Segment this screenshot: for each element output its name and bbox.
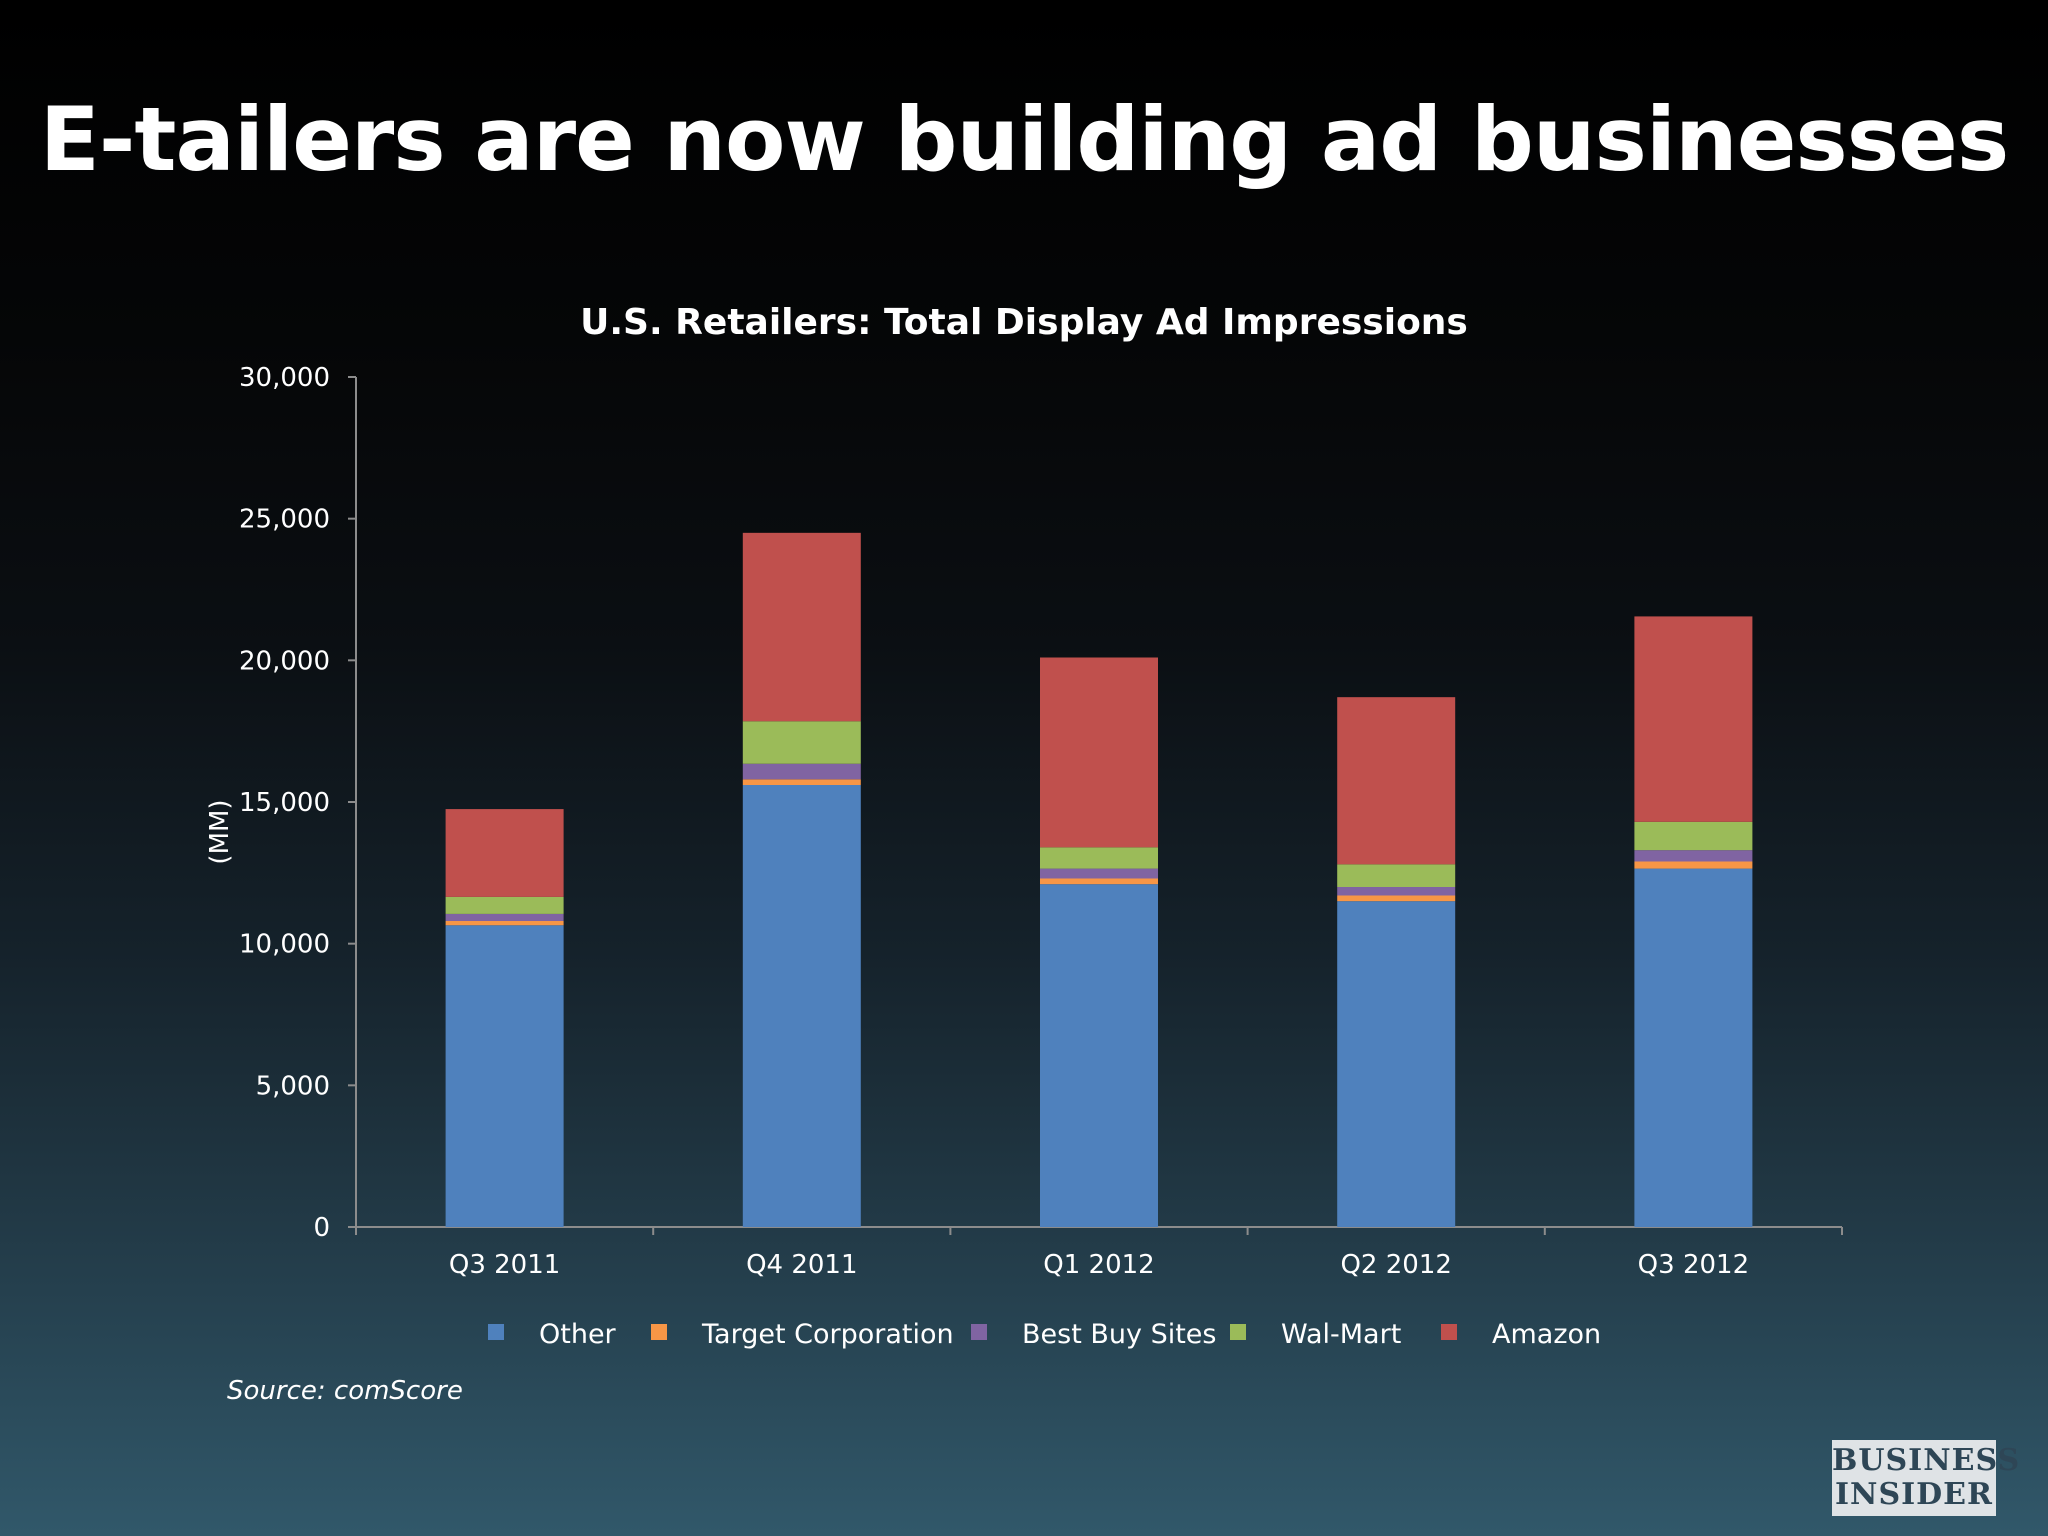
legend-label: Wal-Mart (1281, 1319, 1401, 1350)
y-tick-label: 5,000 (256, 1071, 330, 1101)
y-tick-label: 0 (313, 1213, 330, 1243)
bar-segment-amazon (1040, 657, 1158, 848)
bar-segment-target-corporation (1337, 895, 1456, 902)
bar-segment-target-corporation (1040, 878, 1158, 885)
bar-segment-target-corporation (742, 779, 861, 785)
source-note: Source: comScore (227, 1376, 463, 1406)
legend-label: Target Corporation (701, 1319, 954, 1350)
legend-label: Best Buy Sites (1022, 1319, 1216, 1350)
legend-swatch (1230, 1324, 1246, 1340)
bar-segment-other (1634, 868, 1753, 1227)
chart-axes: 0 5,000 10,000 15,000 20,000 25,000 30,000 Q3 2… (239, 363, 1843, 1280)
bar-segment-best-buy-sites (445, 913, 564, 921)
bar-segment-best-buy-sites (742, 763, 861, 780)
bar-segment-target-corporation (1634, 861, 1753, 869)
bar-segment-wal-mart (445, 896, 564, 914)
chart-bars (445, 532, 1753, 1227)
x-tick-label: Q4 2011 (746, 1250, 857, 1280)
legend-swatch (651, 1324, 667, 1340)
y-axis-label: (MM) (205, 799, 235, 864)
bar-segment-best-buy-sites (1040, 868, 1158, 879)
bar-segment-wal-mart (742, 721, 861, 764)
x-tick-label: Q2 2012 (1340, 1250, 1451, 1280)
legend-swatch (1441, 1324, 1457, 1340)
bar-segment-other (1337, 901, 1456, 1227)
bar-segment-amazon (1634, 616, 1753, 822)
bar-segment-other (742, 785, 861, 1227)
bar-segment-target-corporation (445, 921, 564, 926)
legend-swatch (971, 1324, 987, 1340)
bar-segment-amazon (445, 809, 564, 897)
bar-segment-amazon (742, 532, 861, 722)
bar-segment-best-buy-sites (1337, 887, 1456, 896)
y-tick-label: 15,000 (239, 788, 330, 818)
x-tick-label: Q3 2011 (449, 1250, 560, 1280)
bar-segment-wal-mart (1337, 864, 1456, 887)
bar-segment-best-buy-sites (1634, 850, 1753, 862)
x-tick-label: Q1 2012 (1043, 1250, 1154, 1280)
chart-legend: Other Target Corporation Best Buy Sites Wal… (488, 1319, 1601, 1350)
bar-segment-wal-mart (1634, 821, 1753, 851)
y-tick-label: 10,000 (239, 930, 330, 960)
legend-label: Other (539, 1319, 617, 1350)
bar-segment-amazon (1337, 697, 1456, 865)
y-tick-label: 30,000 (239, 363, 330, 393)
y-tick-label: 20,000 (239, 646, 330, 676)
chart-title: U.S. Retailers: Total Display Ad Impress… (580, 302, 1468, 343)
legend-swatch (488, 1324, 504, 1340)
y-tick-label: 25,000 (239, 505, 330, 535)
logo-line-2: INSIDER (1835, 1477, 1993, 1512)
logo-line-1: BUSINESS (1832, 1443, 2021, 1478)
bar-segment-wal-mart (1040, 847, 1158, 869)
bar-segment-other (1040, 884, 1158, 1227)
legend-label: Amazon (1492, 1319, 1601, 1350)
bar-segment-other (445, 925, 564, 1227)
business-insider-logo: BUSINESS INSIDER (1832, 1440, 2021, 1516)
slide-title: E-tailers are now building ad businesses (39, 88, 2009, 191)
x-tick-label: Q3 2012 (1638, 1250, 1749, 1280)
